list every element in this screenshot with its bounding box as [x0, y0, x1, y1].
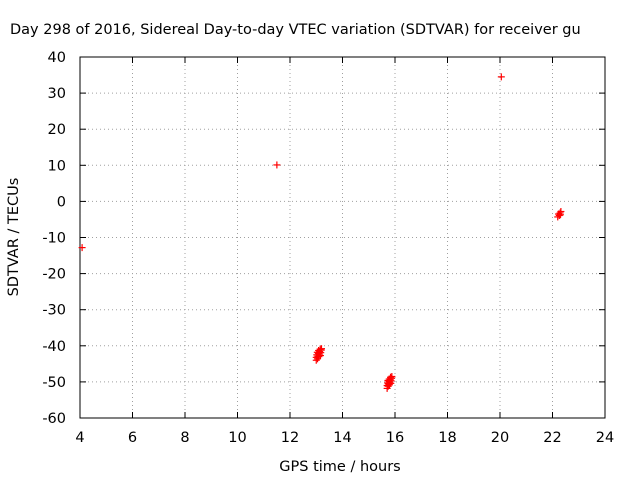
- x-tick-label: 8: [180, 430, 189, 446]
- x-tick-labels: 4 6 8 10 12 14 16 18 20 22 24: [75, 430, 614, 446]
- data-point: [273, 161, 281, 169]
- chart-title: Day 298 of 2016, Sidereal Day-to-day VTE…: [10, 22, 581, 38]
- axis-ticks: [79, 56, 606, 419]
- data-points: [78, 73, 565, 392]
- data-point: [556, 211, 564, 219]
- y-tick-labels: 40 30 20 10 0 -10 -20 -30 -40 -50 -60: [42, 50, 66, 427]
- x-tick-label: 18: [438, 430, 456, 446]
- y-tick-label: -30: [42, 303, 66, 319]
- y-tick-label: 30: [48, 86, 66, 102]
- y-tick-label: -10: [42, 231, 66, 247]
- y-tick-label: -50: [42, 375, 66, 391]
- data-point: [318, 345, 325, 353]
- data-point: [497, 73, 505, 81]
- data-point: [78, 244, 86, 252]
- x-tick-label: 24: [596, 430, 614, 446]
- x-tick-label: 4: [75, 430, 84, 446]
- y-tick-label: -20: [42, 267, 66, 283]
- x-tick-label: 10: [228, 430, 246, 446]
- y-tick-label: 0: [57, 194, 66, 210]
- y-tick-label: -40: [42, 339, 66, 355]
- x-tick-label: 6: [128, 430, 137, 446]
- y-tick-label: 20: [48, 122, 66, 138]
- y-tick-label: 10: [48, 158, 66, 174]
- data-point: [388, 372, 396, 380]
- x-tick-label: 16: [386, 430, 404, 446]
- x-tick-label: 12: [281, 430, 299, 446]
- y-axis-label: SDTVAR / TECUs: [6, 178, 22, 297]
- x-tick-label: 20: [491, 430, 509, 446]
- x-tick-label: 14: [333, 430, 351, 446]
- x-axis-label: GPS time / hours: [279, 459, 400, 475]
- y-tick-label: 40: [48, 50, 66, 66]
- grid: [80, 57, 605, 418]
- y-tick-label: -60: [42, 411, 66, 427]
- x-tick-label: 22: [543, 430, 561, 446]
